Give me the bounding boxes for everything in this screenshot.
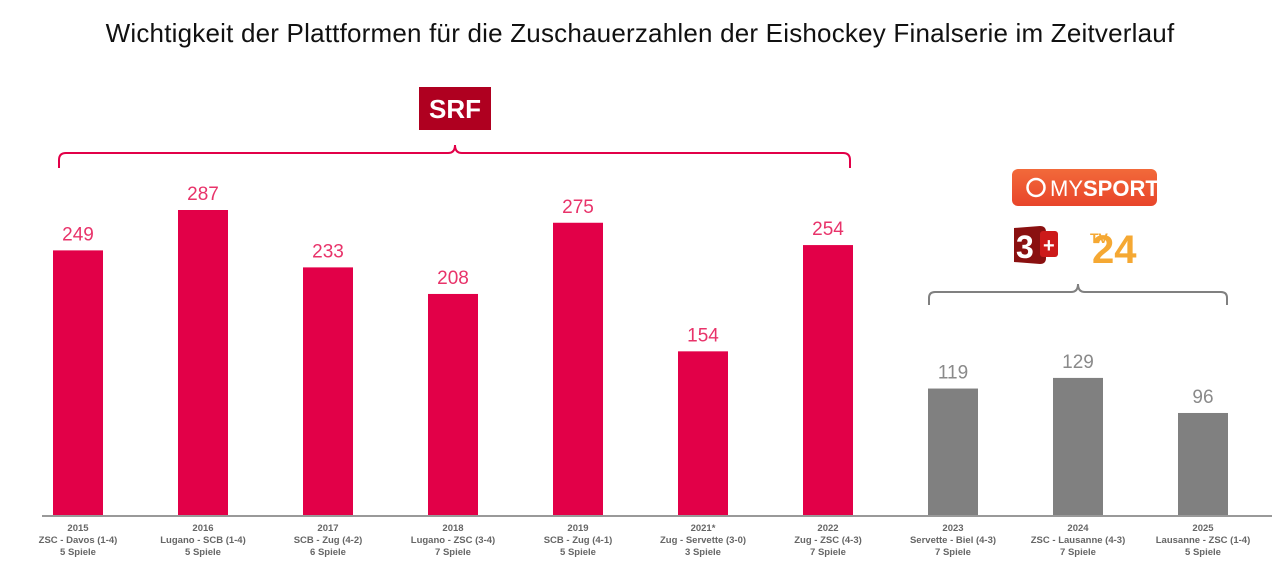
mysports-logo: MYSPORTS [1012, 169, 1173, 206]
bar [678, 351, 728, 515]
srf-logo-text: SRF [429, 94, 481, 124]
category-match: SCB - Zug (4-2) [294, 535, 363, 546]
svg-text:3: 3 [1016, 229, 1034, 265]
chart-title: Wichtigkeit der Plattformen für die Zusc… [105, 18, 1175, 48]
tv24-small-text: TV [1090, 230, 1109, 246]
category-year: 2019 [567, 523, 588, 534]
category-games: 5 Spiele [60, 547, 96, 558]
category-year: 2023 [942, 523, 963, 534]
mysports-circle-icon [1026, 177, 1046, 198]
bar [53, 250, 103, 515]
bar [1178, 412, 1228, 515]
category-games: 7 Spiele [1060, 547, 1096, 558]
srf-bracket [58, 144, 851, 168]
category-games: 5 Spiele [560, 547, 596, 558]
value-label: 254 [812, 219, 844, 240]
value-label: 275 [562, 197, 594, 218]
category-games: 3 Spiele [685, 547, 721, 558]
mysports-bracket [928, 283, 1228, 305]
category-year: 2022 [817, 523, 838, 534]
value-label: 154 [687, 325, 719, 346]
category-games: 5 Spiele [185, 547, 221, 558]
tv24-big-text: 24 [1092, 228, 1137, 272]
category-year: 2015 [67, 523, 89, 534]
category-year: 2018 [442, 523, 463, 534]
bar [303, 267, 353, 515]
value-labels-layer: 249 287 233 208 275 154 254 119 129 96 [62, 184, 1213, 408]
bar [1053, 377, 1103, 515]
value-label: 129 [1062, 352, 1094, 373]
bar [803, 245, 853, 515]
category-games: 5 Spiele [1185, 547, 1221, 558]
srf-logo: SRF [419, 87, 491, 130]
category-match: Servette - Biel (4-3) [910, 535, 996, 546]
svg-text:MYSPORTS: MYSPORTS [1050, 176, 1173, 201]
bar [928, 388, 978, 515]
category-year: 2021* [691, 523, 716, 534]
category-match: Lugano - SCB (1-4) [160, 535, 246, 546]
category-year: 2017 [317, 523, 338, 534]
category-games: 7 Spiele [810, 547, 846, 558]
value-label: 233 [312, 241, 344, 262]
category-games: 7 Spiele [435, 547, 471, 558]
three-plus-logo: 3 + [1014, 226, 1058, 265]
bar [428, 293, 478, 515]
category-year: 2025 [1192, 523, 1214, 534]
tv24-logo: TV 24 [1090, 228, 1137, 272]
bars-layer [53, 210, 1228, 515]
category-match: Zug - ZSC (4-3) [794, 535, 862, 546]
category-match: ZSC - Lausanne (4-3) [1031, 535, 1126, 546]
bar [178, 210, 228, 515]
value-label: 287 [187, 184, 219, 205]
mysports-text-bold: SPORTS [1083, 176, 1173, 201]
svg-text:+: + [1043, 235, 1055, 257]
category-match: SCB - Zug (4-1) [544, 535, 613, 546]
value-label: 208 [437, 268, 469, 289]
value-label: 119 [938, 363, 968, 384]
mysports-text-light: MY [1050, 176, 1083, 201]
category-match: Zug - Servette (3-0) [660, 535, 746, 546]
category-year: 2024 [1067, 523, 1089, 534]
value-label: 249 [62, 224, 94, 245]
category-year: 2016 [192, 523, 213, 534]
value-label: 96 [1192, 387, 1213, 408]
category-match: Lugano - ZSC (3-4) [411, 535, 495, 546]
category-games: 7 Spiele [935, 547, 971, 558]
bar [553, 222, 603, 515]
category-match: ZSC - Davos (1-4) [39, 535, 118, 546]
category-match: Lausanne - ZSC (1-4) [1156, 535, 1251, 546]
category-games: 6 Spiele [310, 547, 346, 558]
